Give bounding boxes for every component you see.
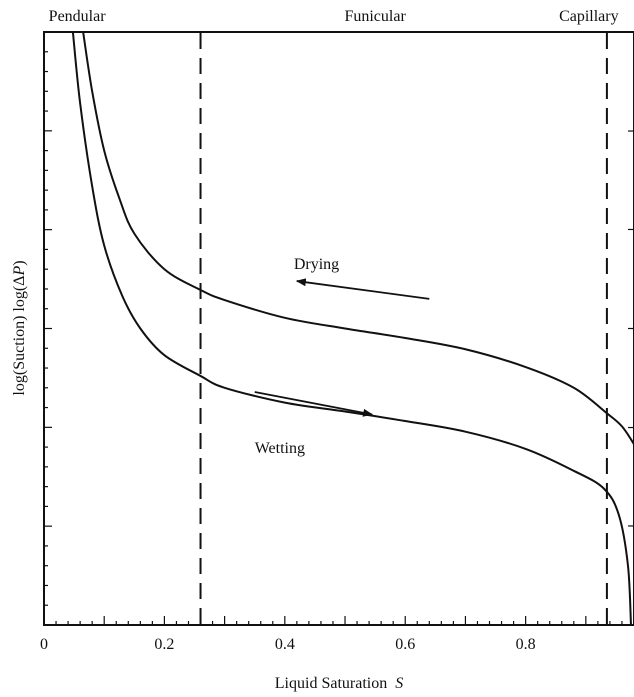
region-labels: Pendular Funicular Capillary: [49, 8, 619, 25]
x-tick-label: 0.4: [275, 636, 295, 653]
x-ticks: 0 0.2 0.4 0.6 0.8: [40, 616, 623, 653]
x-axis-title: Liquid Saturation S: [275, 675, 403, 692]
wetting-label: Wetting: [255, 440, 305, 457]
drying-curve: [82, 31, 634, 445]
region-label-capillary: Capillary: [559, 8, 619, 25]
drying-label: Drying: [294, 256, 339, 273]
region-label-funicular: Funicular: [344, 8, 406, 25]
direction-arrow-2: [254, 391, 374, 417]
series-lines: [71, 31, 634, 626]
x-tick-label: 0.6: [395, 636, 415, 653]
region-label-pendular: Pendular: [49, 8, 107, 25]
wetting-curve: [71, 31, 632, 626]
direction-arrow-1: [295, 278, 430, 300]
x-tick-label: 0.8: [516, 636, 536, 653]
annotations: Drying Wetting: [255, 256, 339, 457]
x-tick-label: 0: [40, 636, 48, 653]
y-axis-title: log(Suction) log(ΔP): [11, 260, 28, 395]
x-tick-label: 0.2: [154, 636, 174, 653]
boundary-lines: [199, 33, 608, 624]
y-ticks: [44, 51, 634, 606]
arrows: [254, 278, 430, 417]
